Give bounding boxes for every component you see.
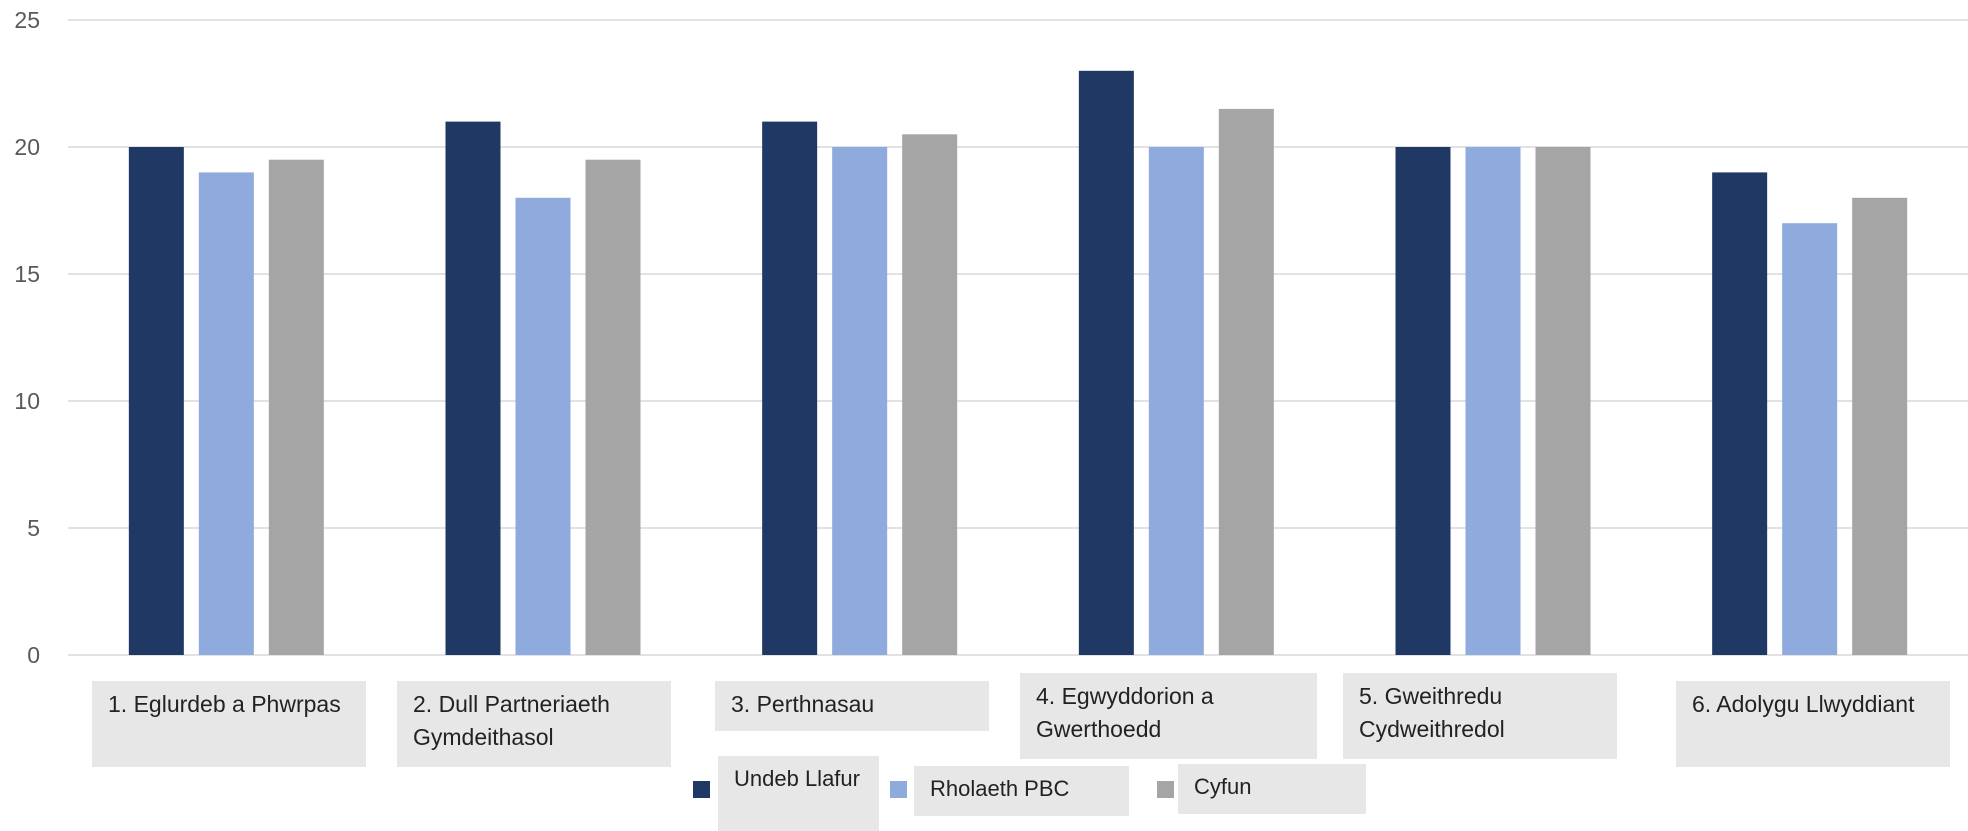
bar-cat6-series1 [1712, 172, 1768, 655]
legend-label-undeb-llafur: Undeb Llafur [718, 756, 879, 831]
bar-cat2-series3 [585, 159, 641, 655]
category-label-5: 5. Gweithredu Cydweithredol [1343, 673, 1617, 759]
bar-cat3-series1 [762, 121, 818, 656]
category-label-4: 4. Egwyddorion a Gwerthoedd [1020, 673, 1317, 759]
grid-lines [68, 19, 1968, 656]
bar-cat6-series2 [1782, 223, 1838, 655]
bar-cat4-series1 [1078, 70, 1134, 656]
bar-cat3-series2 [832, 147, 888, 655]
bar-cat4-series3 [1218, 108, 1274, 655]
bar-cat4-series2 [1148, 147, 1204, 655]
y-tick-label: 20 [14, 134, 40, 160]
y-axis-ticks: 0 5 10 15 20 25 [14, 7, 40, 668]
legend-swatch-cyfun [1157, 781, 1174, 798]
bar-cat1-series3 [268, 159, 324, 655]
category-label-3: 3. Perthnasau [715, 681, 989, 731]
legend-swatch-undeb-llafur [693, 781, 710, 798]
bar-cat2-series2 [515, 197, 571, 656]
y-tick-label: 0 [27, 642, 40, 668]
bars [128, 70, 1908, 656]
legend-label-rholaeth-pbc: Rholaeth PBC [914, 766, 1129, 816]
bar-cat6-series3 [1852, 197, 1908, 656]
y-tick-label: 5 [27, 515, 40, 541]
y-tick-label: 10 [14, 388, 40, 414]
y-tick-label: 15 [14, 261, 40, 287]
bar-cat3-series3 [902, 134, 958, 656]
bar-cat5-series3 [1535, 147, 1591, 655]
category-label-6: 6. Adolygu Llwyddiant [1676, 681, 1950, 767]
bar-cat1-series1 [128, 147, 184, 655]
category-label-2: 2. Dull Partneriaeth Gymdeithasol [397, 681, 671, 767]
category-label-1: 1. Eglurdeb a Phwrpas [92, 681, 366, 767]
bar-cat1-series2 [198, 172, 254, 655]
y-tick-label: 25 [14, 7, 40, 33]
bar-cat5-series1 [1395, 147, 1451, 655]
bar-cat5-series2 [1465, 147, 1521, 655]
legend-swatch-rholaeth-pbc [890, 781, 907, 798]
bar-cat2-series1 [445, 121, 501, 656]
legend-label-cyfun: Cyfun [1178, 764, 1366, 814]
